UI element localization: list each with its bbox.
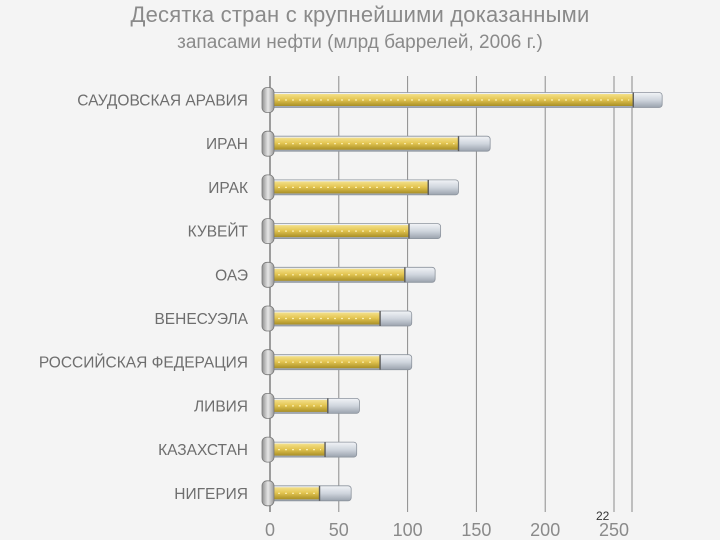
x-tick-label: 250 xyxy=(599,520,629,540)
x-tick-label: 200 xyxy=(530,520,560,540)
category-label: ИРАК xyxy=(208,180,248,197)
bar-cap xyxy=(261,436,275,463)
category-label: КУВЕЙТ xyxy=(188,223,249,241)
bar-fill xyxy=(270,443,326,456)
category-label: ВЕНЕСУЭЛА xyxy=(154,311,248,328)
category-label: ИРАН xyxy=(206,136,248,153)
x-tick-label: 150 xyxy=(461,520,491,540)
bar-cap xyxy=(261,392,275,419)
bar-fill xyxy=(270,399,328,412)
bar-cap xyxy=(261,87,275,113)
chart-title-line1: Десятка стран с крупнейшими доказанными xyxy=(130,2,590,27)
bar xyxy=(261,87,663,113)
chart-title-line2: запасами нефти (млрд баррелей, 2006 г.) xyxy=(177,32,543,53)
bar-fill xyxy=(270,137,459,150)
bar-fill xyxy=(270,356,381,369)
page-number: 22 xyxy=(596,509,610,523)
bar-cap xyxy=(261,218,275,245)
bar xyxy=(261,218,442,245)
bar xyxy=(261,392,360,419)
bar xyxy=(261,436,358,463)
bar-fill xyxy=(270,225,409,238)
category-label: РОССИЙСКАЯ ФЕДЕРАЦИЯ xyxy=(39,354,248,372)
bar xyxy=(261,174,459,201)
x-tick-label: 100 xyxy=(393,520,423,540)
bar xyxy=(261,349,413,376)
bar-cap xyxy=(261,174,275,201)
bar-cap xyxy=(261,305,275,332)
bar-fill xyxy=(270,312,381,325)
bar-cap xyxy=(261,130,275,157)
bar-cap xyxy=(261,261,275,288)
x-tick-label: 50 xyxy=(329,520,349,540)
category-label: САУДОВСКАЯ АРАВИЯ xyxy=(77,93,248,110)
bar-cap xyxy=(261,349,275,376)
category-label: ОАЭ xyxy=(215,267,248,284)
bar-fill xyxy=(270,487,320,500)
category-label: КАЗАХСТАН xyxy=(158,442,248,459)
bar xyxy=(261,261,436,288)
x-tick-label: 0 xyxy=(265,520,275,540)
bar-cap xyxy=(261,480,275,507)
bar xyxy=(261,130,491,157)
bar xyxy=(261,305,413,332)
category-label: НИГЕРИЯ xyxy=(174,486,248,503)
bar xyxy=(261,480,352,507)
bar-fill xyxy=(270,94,634,106)
category-label: ЛИВИЯ xyxy=(194,398,248,415)
bar-fill xyxy=(270,268,405,281)
